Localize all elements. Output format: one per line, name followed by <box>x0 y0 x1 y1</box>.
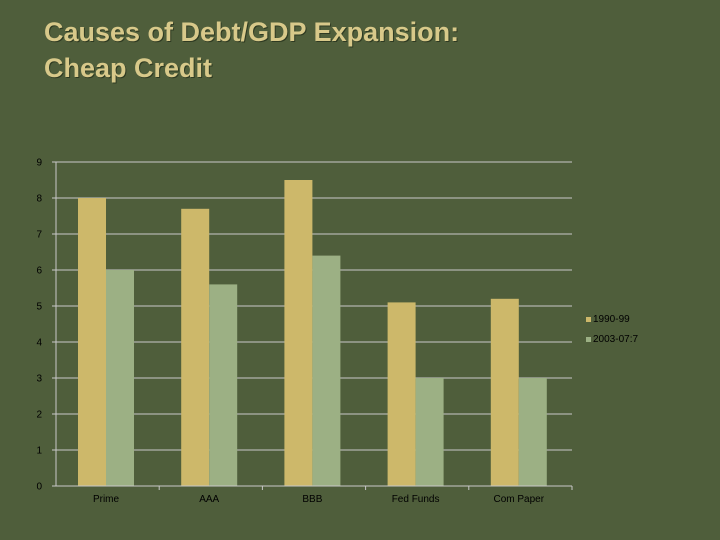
x-tick-label: Com Paper <box>494 494 545 505</box>
x-tick-label: BBB <box>302 494 322 505</box>
legend-label: 2003-07:7 <box>593 334 638 345</box>
x-tick-label: AAA <box>199 494 219 505</box>
bar-1990-99-prime <box>78 198 106 486</box>
slide-title-line-2: Cheap Credit <box>44 53 213 83</box>
legend: 1990-99 2003-07:7 <box>586 314 638 345</box>
slide-title: Causes of Debt/GDP Expansion: Cheap Cred… <box>44 14 459 86</box>
y-tick-label: 0 <box>36 482 42 493</box>
y-tick-label: 3 <box>36 374 42 385</box>
slide-title-line-1: Causes of Debt/GDP Expansion: <box>44 17 460 47</box>
bar-1990-99-com-paper <box>490 298 519 486</box>
bar-1990-99-aaa <box>181 208 210 487</box>
y-tick-label: 1 <box>36 446 42 457</box>
bars <box>78 180 547 487</box>
y-tick-label: 9 <box>36 158 42 169</box>
legend-swatch <box>586 317 591 322</box>
x-tick-label: Prime <box>93 494 120 505</box>
y-tick-label: 5 <box>36 302 42 313</box>
bar-1990-99-fed-funds <box>387 302 416 486</box>
legend-label: 1990-99 <box>593 314 630 325</box>
y-tick-label: 8 <box>36 194 42 205</box>
legend-swatch <box>586 337 591 342</box>
y-tick-label: 7 <box>36 230 42 241</box>
y-tick-label: 4 <box>36 338 42 349</box>
bar-2003-07-7-fed-funds <box>415 378 444 486</box>
bar-2003-07-7-com-paper <box>518 378 547 486</box>
y-tick-label: 6 <box>36 266 42 277</box>
x-tick-label: Fed Funds <box>392 494 440 505</box>
axes: 0 1 2 3 4 5 6 7 8 9 Prime AAA BBB Fed Funds Com Paper <box>36 158 573 505</box>
y-tick-label: 2 <box>36 410 42 421</box>
bar-2003-07-7-aaa <box>209 284 238 486</box>
bar-2003-07-7-prime <box>106 270 134 486</box>
bar-1990-99-bbb <box>284 180 313 486</box>
bar-2003-07-7-bbb <box>312 255 341 486</box>
